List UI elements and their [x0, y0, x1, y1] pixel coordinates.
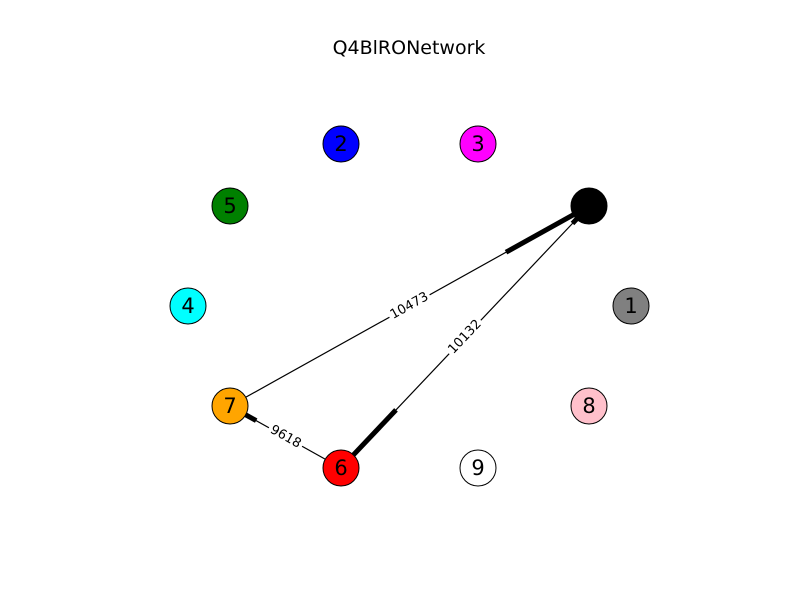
edge-weight-text: 9618	[267, 422, 303, 451]
node-label: 6	[334, 456, 347, 480]
node-circle	[570, 187, 608, 225]
node-label: 3	[471, 132, 484, 156]
node-label: 8	[582, 394, 595, 418]
node-label: 4	[181, 294, 194, 318]
node-8: 8	[570, 387, 608, 425]
edge-head	[504, 212, 575, 255]
edge-7-6: 9618	[229, 405, 342, 469]
node-circle	[570, 387, 608, 425]
edge-0-6: 10132	[340, 205, 590, 469]
edge-weight-text: 10132	[445, 317, 484, 357]
node-5: 5	[211, 187, 249, 225]
edge-0-7: 10473	[229, 205, 590, 407]
nodes-layer: 1 2 3 4 5 6 7 8 9	[169, 125, 650, 487]
edge-head	[351, 408, 398, 457]
node-circle	[169, 287, 207, 325]
node-0	[570, 187, 608, 225]
node-circle	[612, 287, 650, 325]
node-label: 1	[624, 294, 637, 318]
diagram-title: Q4BlRONetwork	[333, 37, 486, 59]
node-label: 5	[223, 194, 236, 218]
node-label: 7	[223, 394, 236, 418]
node-label: 9	[471, 456, 484, 480]
edge-weight-label: 10132	[443, 314, 487, 360]
edge-label-background	[385, 287, 434, 325]
edge-weight-label: 10473	[385, 287, 434, 325]
node-9: 9	[459, 449, 497, 487]
node-label: 2	[334, 132, 347, 156]
node-circle	[211, 387, 249, 425]
node-4: 4	[169, 287, 207, 325]
node-circle	[322, 125, 360, 163]
edge-weight-text: 10473	[388, 289, 431, 322]
node-circle	[322, 449, 360, 487]
node-6: 6	[322, 449, 360, 487]
edge-weight-label: 9618	[265, 420, 306, 454]
node-1: 1	[612, 287, 650, 325]
node-2: 2	[322, 125, 360, 163]
edge-head	[570, 217, 579, 226]
edge-label-background	[443, 314, 487, 360]
node-7: 7	[211, 387, 249, 425]
node-circle	[211, 187, 249, 225]
node-circle	[459, 449, 497, 487]
edge-label-background	[265, 420, 306, 454]
edge-head	[244, 412, 258, 423]
edges-layer: 10473 10132 9618	[229, 205, 590, 469]
node-circle	[459, 125, 497, 163]
node-3: 3	[459, 125, 497, 163]
